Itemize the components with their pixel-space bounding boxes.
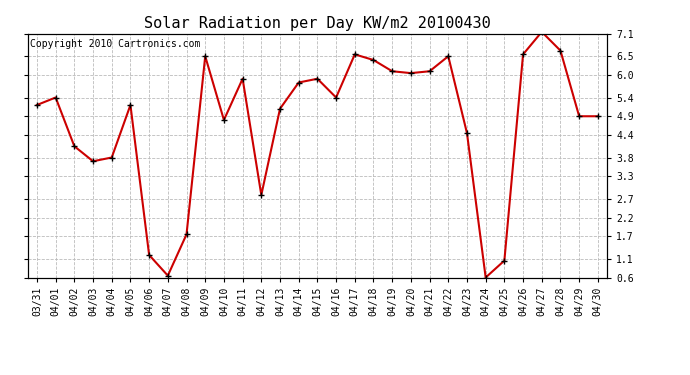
Title: Solar Radiation per Day KW/m2 20100430: Solar Radiation per Day KW/m2 20100430 <box>144 16 491 31</box>
Text: Copyright 2010 Cartronics.com: Copyright 2010 Cartronics.com <box>30 39 201 49</box>
